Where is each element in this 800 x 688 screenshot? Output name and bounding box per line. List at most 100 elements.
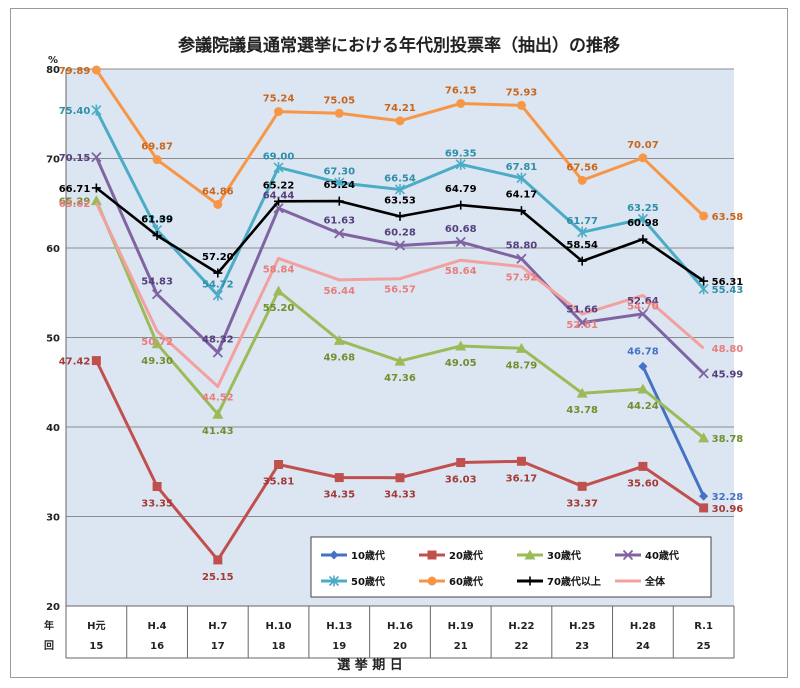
data-point xyxy=(91,152,102,163)
data-label: 69.35 xyxy=(445,148,477,159)
data-label: 56.57 xyxy=(384,285,416,296)
data-point xyxy=(516,172,527,184)
legend-box xyxy=(310,536,712,598)
data-point xyxy=(638,234,648,244)
x-round-label: 21 xyxy=(454,641,468,652)
series-5 xyxy=(91,65,709,221)
data-label: 75.93 xyxy=(506,87,538,98)
data-label: 41.43 xyxy=(202,426,234,437)
data-point xyxy=(395,116,405,126)
data-label: 61.77 xyxy=(566,216,598,227)
series-line xyxy=(641,365,705,497)
data-label: 66.71 xyxy=(59,184,91,195)
data-label: 47.36 xyxy=(384,373,416,384)
data-label: 36.03 xyxy=(445,475,477,486)
data-label: 55.43 xyxy=(712,285,744,296)
series-0 xyxy=(638,361,709,501)
data-label: 70.07 xyxy=(627,140,659,151)
data-label: 55.20 xyxy=(263,303,295,314)
series-2 xyxy=(90,195,710,443)
x-tick-label: H.4 xyxy=(148,621,167,632)
data-point xyxy=(524,549,536,560)
data-point xyxy=(698,432,710,443)
data-label: 30.96 xyxy=(712,504,744,515)
data-label: 61.39 xyxy=(141,215,173,226)
series-7 xyxy=(95,202,705,388)
data-label: 44.52 xyxy=(202,393,234,404)
data-point xyxy=(577,317,588,328)
data-label: 65.24 xyxy=(323,180,355,191)
legend-item: 60歳代 xyxy=(419,575,483,588)
data-point xyxy=(622,549,634,561)
legend-label: 全体 xyxy=(644,575,666,588)
data-point xyxy=(152,155,162,165)
data-point xyxy=(576,387,588,398)
data-label: 61.63 xyxy=(323,215,355,226)
data-point xyxy=(90,195,102,206)
data-point xyxy=(212,408,224,419)
x-round-label: 24 xyxy=(636,641,650,652)
y-tick-label: 70 xyxy=(46,155,60,166)
data-point xyxy=(455,158,466,170)
data-label: 35.60 xyxy=(627,478,659,489)
x-round-label: 18 xyxy=(272,641,286,652)
data-point xyxy=(427,576,437,586)
data-point xyxy=(274,460,284,470)
data-point xyxy=(328,575,340,587)
legend-label: 40歳代 xyxy=(645,549,679,562)
data-point xyxy=(698,368,709,379)
data-label: 70.15 xyxy=(59,153,91,164)
data-point xyxy=(515,342,527,353)
data-label: 64.79 xyxy=(445,184,477,195)
data-point xyxy=(151,289,163,300)
data-label: 47.42 xyxy=(59,357,91,368)
data-label: 52.64 xyxy=(627,296,659,307)
y-tick-label: 80 xyxy=(46,65,60,76)
x-round-label: 15 xyxy=(89,641,103,652)
data-point xyxy=(91,65,101,75)
data-label: 62.00 xyxy=(141,214,173,225)
data-point xyxy=(91,104,102,116)
data-point xyxy=(329,550,339,560)
data-point xyxy=(394,355,406,366)
legend-item: 50歳代 xyxy=(321,575,385,588)
data-label: 48.80 xyxy=(712,344,744,355)
data-point xyxy=(152,231,162,241)
data-point xyxy=(213,268,223,278)
data-label: 75.24 xyxy=(263,94,295,105)
x-tick-label: H.25 xyxy=(569,621,595,632)
data-label: 65.02 xyxy=(59,199,91,210)
data-label: 56.31 xyxy=(712,277,744,288)
data-point xyxy=(456,98,466,108)
data-label: 66.54 xyxy=(384,173,416,184)
legend-label: 20歳代 xyxy=(449,549,483,562)
x-round-label: 25 xyxy=(697,641,711,652)
data-point xyxy=(455,340,467,351)
data-label: 69.87 xyxy=(141,142,173,153)
data-label: 76.15 xyxy=(445,85,477,96)
series-layer xyxy=(90,65,710,565)
data-point xyxy=(334,196,344,206)
data-label: 63.25 xyxy=(627,203,659,214)
data-label: 63.58 xyxy=(712,212,744,223)
data-label: 54.72 xyxy=(202,279,234,290)
data-point xyxy=(516,100,526,110)
data-point xyxy=(638,361,648,371)
data-labels: 46.78 32.28 47.42 33.35 25.15 35.81 34.35 34.33… xyxy=(59,66,744,583)
data-point xyxy=(213,555,223,565)
data-point xyxy=(637,308,649,320)
data-point xyxy=(516,456,526,466)
data-point xyxy=(212,347,223,358)
x-tick-label: H.19 xyxy=(448,621,474,632)
data-label: 57.20 xyxy=(202,252,234,263)
data-label: 25.15 xyxy=(202,572,234,583)
data-point xyxy=(516,206,526,216)
legend-item: 40歳代 xyxy=(615,549,679,562)
legend-label: 70歳代以上 xyxy=(547,575,601,588)
data-label: 60.98 xyxy=(627,218,659,229)
data-point xyxy=(394,183,406,195)
data-point xyxy=(151,338,163,349)
data-point xyxy=(212,289,223,301)
data-point xyxy=(213,200,223,210)
y-tick-label: 60 xyxy=(46,244,60,255)
